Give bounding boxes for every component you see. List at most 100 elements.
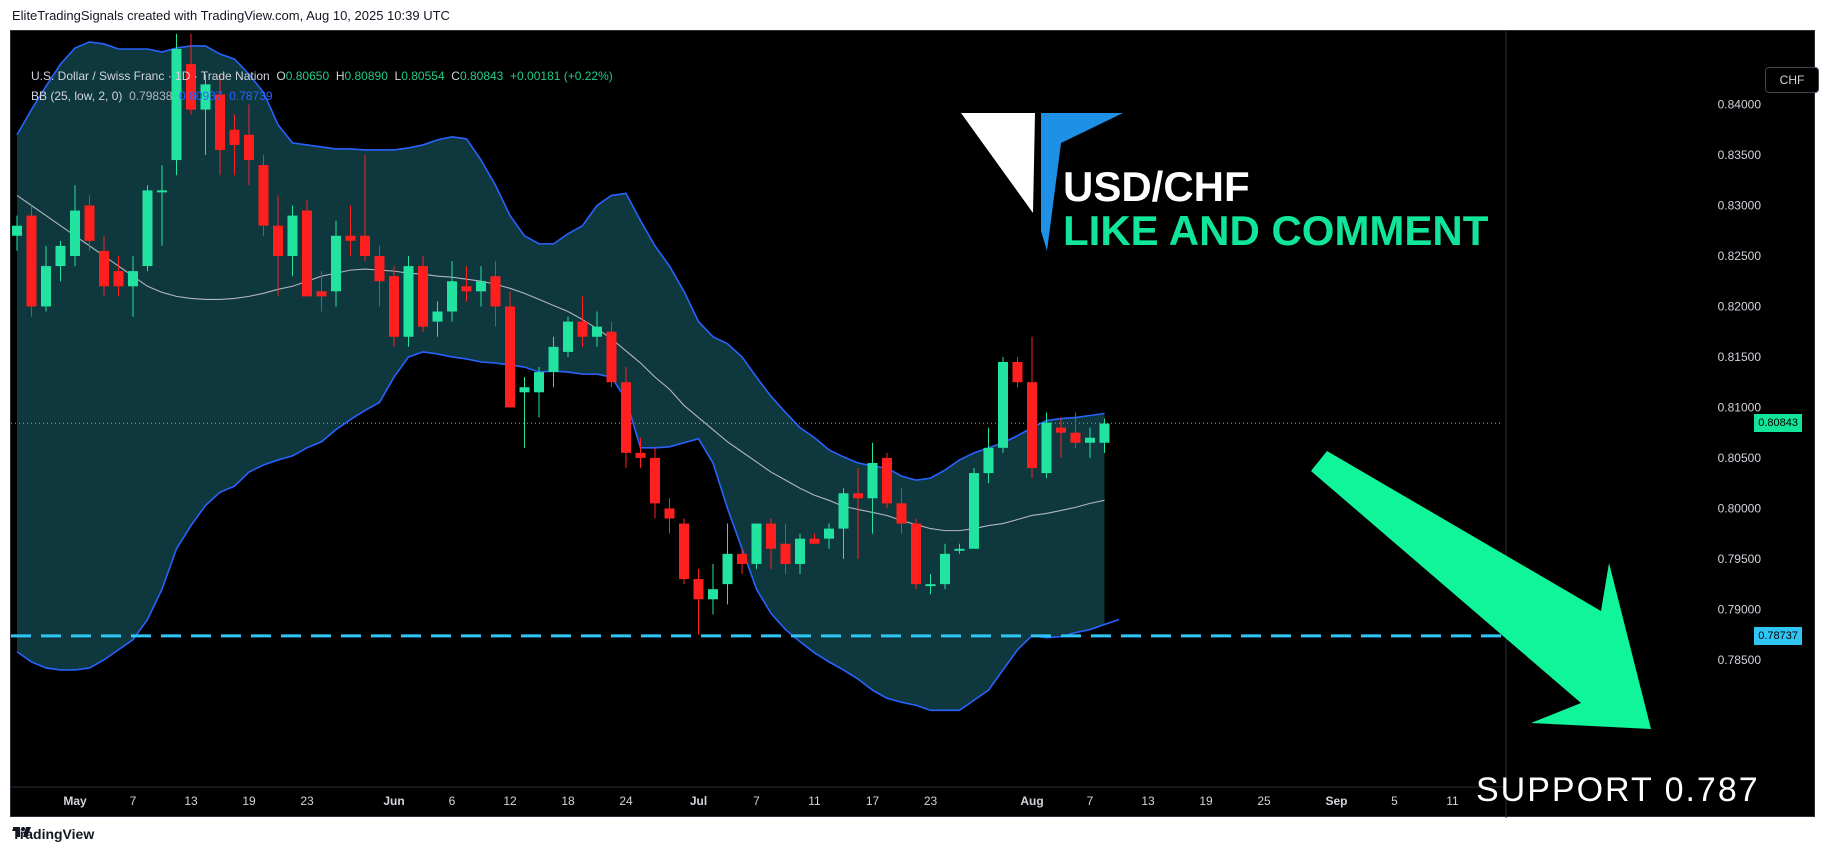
time-tick-label: 6 (449, 794, 456, 808)
candle-body (55, 245, 66, 267)
price-tick-label: 0.83500 (1718, 148, 1762, 162)
candle-body (577, 321, 588, 337)
support-label: SUPPORT 0.787 (1476, 771, 1760, 809)
currency-badge[interactable]: CHF (1765, 67, 1819, 93)
bb-lower-value: 0.78739 (229, 89, 273, 103)
candle-body (26, 215, 37, 307)
candle-body (505, 306, 515, 408)
close-value: 0.80843 (459, 69, 504, 83)
candle-body (534, 372, 544, 393)
candle-body (461, 286, 472, 292)
tradingview-footer[interactable]: TradingView (12, 826, 94, 842)
time-tick-label: 23 (300, 794, 314, 808)
candle-body (592, 326, 602, 337)
time-tick-label: 19 (1199, 794, 1213, 808)
bb-lower-line (16, 351, 1120, 712)
price-tick-label: 0.84000 (1718, 98, 1762, 112)
candle-body (215, 94, 225, 150)
support-price-tag: 0.78737 (1754, 626, 1802, 645)
bb-mid-value: 0.79838 (129, 89, 173, 103)
candle-body (1041, 422, 1052, 474)
candle-body (12, 225, 22, 236)
candle-body (476, 281, 486, 292)
change-value: +0.00181 (+0.22%) (510, 69, 613, 83)
candle-body (345, 235, 356, 241)
candle-body (940, 553, 950, 585)
candle-body (113, 271, 124, 287)
candle-body (954, 548, 965, 551)
price-tick-label: 0.82000 (1718, 299, 1762, 313)
candle-body (70, 210, 80, 256)
candle-body (128, 271, 138, 287)
candle-body (780, 543, 791, 564)
candle-body (331, 235, 341, 292)
time-tick-label: 19 (242, 794, 256, 808)
candle-body (229, 129, 240, 145)
candle-body (302, 210, 312, 297)
price-tick-label: 0.78500 (1718, 653, 1762, 667)
candle-body (84, 205, 95, 241)
candle-body (983, 447, 994, 474)
open-value: 0.80650 (285, 69, 330, 83)
candle-body (693, 579, 704, 600)
brand-logo-blue (1041, 113, 1123, 251)
candle-body (925, 584, 936, 587)
candle-body (244, 134, 254, 161)
candle-body (1027, 382, 1037, 469)
price-tick-label: 0.82500 (1718, 249, 1762, 263)
candle-body (389, 276, 399, 337)
low-value: 0.80554 (401, 69, 445, 83)
candle-body (838, 493, 849, 529)
bb-upper-value: 0.80937 (179, 89, 223, 103)
time-tick-label: Jul (690, 794, 707, 808)
low-label: L (394, 69, 402, 83)
price-tick-label: 0.79500 (1718, 552, 1762, 566)
bb-legend[interactable]: BB (25, low, 2, 0) 0.79838 0.80937 0.787… (31, 89, 273, 103)
candle-body (1070, 432, 1081, 443)
candle-body (737, 553, 747, 564)
price-chart[interactable]: 0.84000 0.83500 0.83000 0.82500 0.82000 0.815… (11, 31, 1816, 818)
price-tick-label: 0.81000 (1718, 400, 1762, 414)
bb-band-fill (17, 41, 1105, 711)
candle-body (403, 266, 414, 337)
price-tick-label: 0.83000 (1718, 199, 1762, 213)
bb-label: BB (25, low, 2, 0) (31, 89, 123, 103)
time-tick-label: 7 (753, 794, 760, 808)
candle-body (157, 190, 167, 193)
candle-body (1056, 427, 1066, 433)
chart-frame[interactable]: 0.84000 0.83500 0.83000 0.82500 0.82000 0.815… (10, 30, 1819, 818)
time-tick-label: 23 (924, 794, 938, 808)
candle-body (853, 493, 863, 499)
candle-body (200, 84, 211, 110)
overlay-cta: LIKE AND COMMENT (1063, 207, 1489, 254)
candle-body (867, 462, 878, 499)
time-tick-label: 5 (1391, 794, 1398, 808)
candle-body (1099, 423, 1110, 443)
overlay-title: USD/CHF (1063, 163, 1250, 210)
candle-body (650, 457, 660, 504)
candle-body (751, 523, 762, 564)
candle-body (519, 387, 530, 393)
candle-body (258, 165, 269, 226)
bb-upper-line (16, 41, 1105, 481)
tradingview-brand: TradingView (12, 826, 95, 842)
down-arrow (1311, 451, 1651, 729)
candle-body (708, 589, 718, 600)
candle-body (969, 473, 979, 549)
candle-body (563, 321, 573, 352)
brand-logo-white (961, 113, 1035, 213)
price-tick-label: 0.79000 (1718, 602, 1762, 616)
time-tick-label: 25 (1257, 794, 1271, 808)
price-tick-label: 0.80000 (1718, 501, 1762, 515)
time-tick-label: 11 (808, 794, 821, 808)
candle-body (316, 291, 327, 297)
candle-body (273, 225, 283, 256)
candle-body (998, 362, 1008, 448)
bb-mid-line (16, 194, 1105, 532)
ohlc-legend: U.S. Dollar / Swiss Franc · 1D · Trade N… (31, 69, 613, 83)
time-tick-label: May (63, 794, 87, 808)
price-tick-label: 0.80500 (1718, 451, 1762, 465)
time-tick-label: 18 (561, 794, 575, 808)
candle-body (795, 538, 805, 564)
open-label: O (276, 69, 286, 83)
